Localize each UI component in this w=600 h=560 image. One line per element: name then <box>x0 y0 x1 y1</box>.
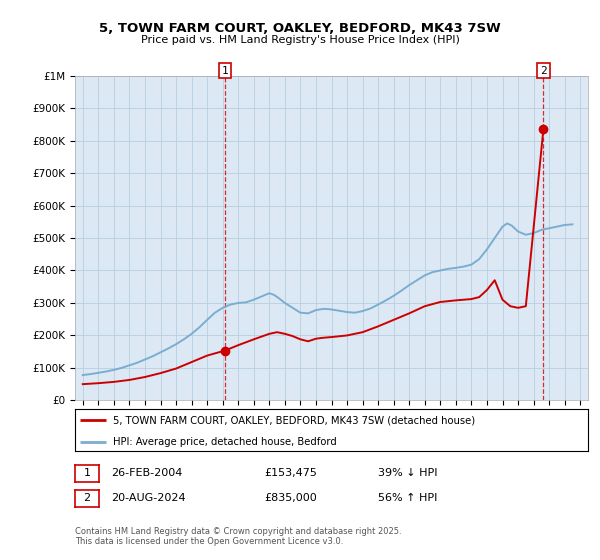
Text: 20-AUG-2024: 20-AUG-2024 <box>111 493 185 503</box>
Text: HPI: Average price, detached house, Bedford: HPI: Average price, detached house, Bedf… <box>113 437 337 446</box>
Text: 5, TOWN FARM COURT, OAKLEY, BEDFORD, MK43 7SW (detached house): 5, TOWN FARM COURT, OAKLEY, BEDFORD, MK4… <box>113 415 476 425</box>
Text: £835,000: £835,000 <box>264 493 317 503</box>
Text: 1: 1 <box>83 468 91 478</box>
Text: 2: 2 <box>83 493 91 503</box>
Text: 1: 1 <box>221 66 229 76</box>
Text: Price paid vs. HM Land Registry's House Price Index (HPI): Price paid vs. HM Land Registry's House … <box>140 35 460 45</box>
Text: 5, TOWN FARM COURT, OAKLEY, BEDFORD, MK43 7SW: 5, TOWN FARM COURT, OAKLEY, BEDFORD, MK4… <box>99 22 501 35</box>
Text: 2: 2 <box>540 66 547 76</box>
Text: £153,475: £153,475 <box>264 468 317 478</box>
Text: 39% ↓ HPI: 39% ↓ HPI <box>378 468 437 478</box>
Text: 26-FEB-2004: 26-FEB-2004 <box>111 468 182 478</box>
Text: 56% ↑ HPI: 56% ↑ HPI <box>378 493 437 503</box>
Text: Contains HM Land Registry data © Crown copyright and database right 2025.
This d: Contains HM Land Registry data © Crown c… <box>75 526 401 546</box>
